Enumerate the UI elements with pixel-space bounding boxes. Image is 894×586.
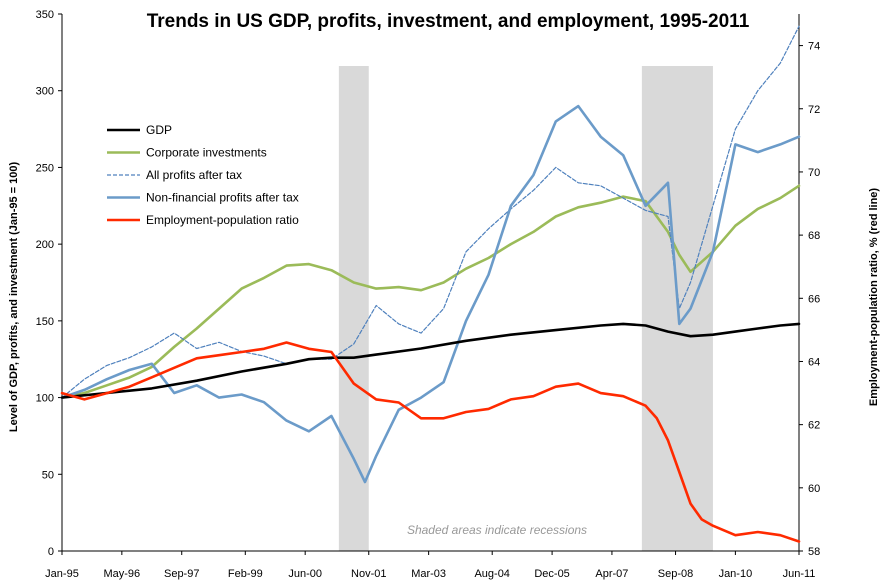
legend-label: All profits after tax — [146, 168, 242, 182]
recession-bands — [338, 66, 713, 551]
legend-label: GDP — [146, 123, 172, 137]
recession-note: Shaded areas indicate recessions — [407, 523, 587, 537]
x-tick-label: Apr-07 — [595, 568, 628, 580]
y2-tick-label: 68 — [808, 230, 820, 242]
x-tick-label: Mar-03 — [411, 568, 446, 580]
y2-tick-label: 64 — [808, 356, 820, 368]
axes: 0 50 100 150 200 250 300 350 58 60 62 64 66 68 70 72 74 J… — [36, 9, 821, 580]
y-tick-label: 300 — [36, 86, 54, 98]
x-tick-label: May-96 — [103, 568, 140, 580]
y2-tick-label: 62 — [808, 420, 820, 432]
legend-label: Corporate investments — [146, 146, 267, 160]
x-tick-label: Jun-00 — [288, 568, 322, 580]
x-tick-label: Jun-11 — [783, 568, 816, 580]
y-tick-label: 200 — [36, 239, 54, 251]
x-tick-label: Jan-95 — [45, 568, 79, 580]
x-tick-label: Sep-97 — [164, 568, 199, 580]
y2-tick-label: 58 — [808, 546, 820, 558]
x-tick-label: Sep-08 — [658, 568, 693, 580]
series-line-all-profits-after-tax — [61, 25, 800, 399]
series-line-corporate-investments — [60, 184, 801, 399]
y-tick-label: 250 — [36, 162, 54, 174]
x-tick-label: Aug-04 — [474, 568, 509, 580]
y2-tick-label: 74 — [808, 41, 820, 53]
legend-label: Non-financial profits after tax — [146, 191, 299, 205]
y2-axis-label: Employment-population ratio, % (red line… — [868, 188, 880, 407]
x-tick-label: Dec-05 — [534, 568, 569, 580]
recession-band-1 — [338, 66, 369, 551]
y2-tick-label: 70 — [808, 167, 820, 179]
series-line-employment-population-ratio — [60, 341, 801, 543]
x-tick-label: Jan-10 — [719, 568, 753, 580]
y-tick-label: 350 — [36, 9, 54, 21]
y2-tick-label: 60 — [808, 483, 820, 495]
series-line-non-financial-profits-after-tax — [60, 104, 801, 484]
legend: GDP Corporate investments All profits afte… — [107, 123, 299, 227]
y-tick-label: 150 — [36, 316, 54, 328]
y-tick-label: 50 — [42, 469, 54, 481]
series-lines — [60, 25, 801, 543]
y-axis-label: Level of GDP, profits, and investment (J… — [8, 162, 20, 433]
y-tick-label: 0 — [48, 546, 54, 558]
chart-title: Trends in US GDP, profits, investment, a… — [147, 11, 750, 32]
y-tick-label: 100 — [36, 393, 54, 405]
x-tick-label: Feb-99 — [228, 568, 263, 580]
x-tick-label: Nov-01 — [351, 568, 386, 580]
y2-tick-label: 66 — [808, 293, 820, 305]
series-line-gdp — [60, 322, 801, 399]
y2-tick-label: 72 — [808, 104, 820, 116]
legend-label: Employment-population ratio — [146, 213, 299, 227]
